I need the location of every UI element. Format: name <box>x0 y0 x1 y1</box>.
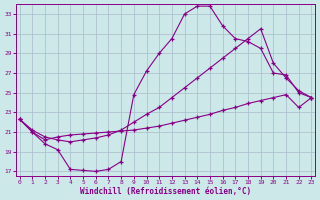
X-axis label: Windchill (Refroidissement éolien,°C): Windchill (Refroidissement éolien,°C) <box>80 187 251 196</box>
